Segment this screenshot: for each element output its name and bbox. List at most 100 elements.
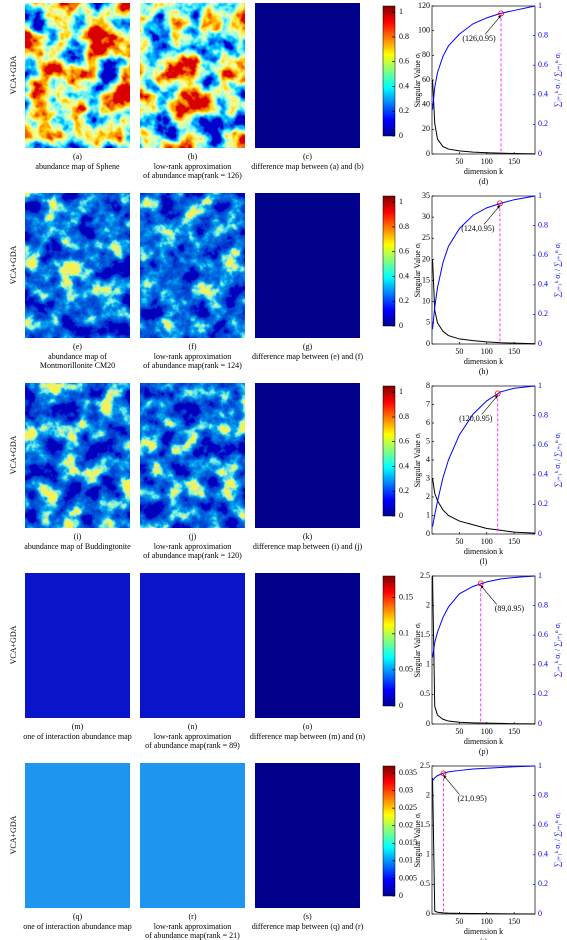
abundance-map: [140, 193, 245, 338]
y2-tick-label: 0.2: [538, 689, 548, 698]
x-tick-label: 100: [481, 347, 493, 356]
colorbar-tick-label: 0.05: [399, 665, 413, 674]
panel-caption: low-rank approximation: [154, 162, 232, 171]
y-tick-label: 5: [426, 318, 430, 327]
y-tick-label: 2.5: [420, 761, 430, 770]
y-tick-label: 1: [426, 850, 430, 859]
x-tick-label: 150: [508, 157, 520, 166]
panel-caption: difference map between (q) and (r): [252, 922, 364, 931]
annotation: (120,0.95): [459, 414, 493, 423]
colorbar-tick-label: 0.8: [399, 32, 409, 41]
side-label: VCA+GDA: [9, 435, 18, 474]
colorbar-tick-label: 0.03: [399, 785, 413, 794]
annotation: (89,0.95): [495, 604, 525, 613]
series-line: [432, 478, 536, 534]
series-line: [432, 777, 536, 915]
y2-tick-label: 0.6: [538, 630, 548, 639]
panel-caption: of abundance map(rank = 120): [143, 551, 242, 560]
panel-letter: (m): [72, 722, 84, 731]
y-tick-label: 8: [426, 381, 430, 390]
panel-letter: (n): [188, 722, 198, 731]
y-tick-label: 2.5: [420, 571, 430, 580]
colorbar-tick-label: 0: [399, 511, 403, 520]
y2-tick-label: 0.8: [538, 220, 548, 229]
y-tick-label: 100: [418, 25, 430, 34]
x-tick-label: 50: [455, 537, 463, 546]
abundance-map: [25, 763, 130, 908]
y2-axis-label: ∑ᵢ₌₁ᵏ σᵢ / ∑ᵢ₌₁ⁿ σᵢ: [553, 242, 562, 297]
panel-letter: (r): [189, 912, 197, 921]
x-axis-label: dimension k: [464, 737, 503, 746]
y-tick-label: 0: [426, 149, 430, 158]
plot-frame: [431, 385, 536, 535]
x-tick-label: 150: [508, 727, 520, 736]
colorbar-tick-label: 1: [399, 387, 403, 396]
y-tick-label: 0: [426, 909, 430, 918]
panel-letter: (a): [73, 152, 82, 161]
y-tick-label: 35: [422, 191, 430, 200]
abundance-map: [140, 763, 245, 908]
side-label: VCA+GDA: [9, 815, 18, 854]
colorbar: [382, 765, 396, 897]
panel-caption: difference map between (e) and (f): [252, 352, 363, 361]
y-tick-label: 20: [422, 254, 430, 263]
difference-map: [255, 3, 360, 148]
abundance-map: [140, 573, 245, 718]
x-axis-label: dimension k: [464, 547, 503, 556]
abundance-map: [25, 193, 130, 338]
annotation: (126,0.95): [462, 34, 496, 43]
x-tick-label: 150: [508, 347, 520, 356]
y2-tick-label: 0.4: [538, 660, 548, 669]
colorbar-tick-label: 0.4: [399, 271, 409, 280]
y2-tick-label: 0.6: [538, 440, 548, 449]
panel-caption: low-rank approximation: [154, 922, 232, 931]
plot-frame: [431, 765, 536, 915]
side-label: VCA+GDA: [9, 245, 18, 284]
annotation: (124,0.95): [461, 224, 495, 233]
y-tick-label: 120: [418, 1, 430, 10]
y-tick-label: 25: [422, 233, 430, 242]
panel-letter: (g): [303, 342, 313, 351]
y-tick-label: 3: [426, 473, 430, 482]
y-tick-label: 0.5: [420, 879, 430, 888]
x-tick-label: 100: [481, 157, 493, 166]
y2-tick-label: 0.2: [538, 499, 548, 508]
side-label: VCA+GDA: [9, 55, 18, 94]
y-tick-label: 5: [426, 436, 430, 445]
x-axis-label: dimension k: [464, 357, 503, 366]
series-line: [432, 765, 536, 782]
x-tick-label: 150: [508, 917, 520, 926]
series-line: [432, 5, 536, 110]
y-tick-label: 80: [422, 50, 430, 59]
y2-tick-label: 1: [538, 571, 542, 580]
y2-tick-label: 0.6: [538, 820, 548, 829]
y-tick-label: 0: [426, 529, 430, 538]
x-tick-label: 50: [455, 727, 463, 736]
colorbar: [382, 575, 396, 707]
panel-letter: (i): [74, 532, 82, 541]
panel-caption: Montmorillonite CM20: [40, 361, 115, 370]
annotation-arrow: [484, 15, 502, 35]
panel-caption: of abundance map(rank = 89): [145, 741, 240, 750]
colorbar-tick-label: 0.005: [399, 873, 417, 882]
panel-letter: (b): [188, 152, 198, 161]
panel-caption: difference map between (m) and (n): [250, 732, 365, 741]
colorbar-tick-label: 0.1: [399, 629, 409, 638]
y2-tick-label: 0.2: [538, 119, 548, 128]
abundance-map: [140, 3, 245, 148]
y2-tick-label: 0.8: [538, 600, 548, 609]
plot-frame: [431, 195, 536, 345]
panel-letter: (s): [303, 912, 312, 921]
panel-caption: low-rank approximation: [154, 352, 232, 361]
y-axis-label: Singular Value σᵢ: [413, 432, 422, 487]
y2-axis-label: ∑ᵢ₌₁ᵏ σᵢ / ∑ᵢ₌₁ⁿ σᵢ: [553, 812, 562, 867]
y-tick-label: 2: [426, 600, 430, 609]
y2-tick-label: 0.2: [538, 309, 548, 318]
colorbar-tick-label: 0.8: [399, 222, 409, 231]
colorbar-tick-label: 1: [399, 7, 403, 16]
annotation-arrow: [483, 205, 501, 225]
panel-letter: (c): [303, 152, 312, 161]
y2-tick-label: 0: [538, 149, 542, 158]
series-line: [432, 575, 536, 725]
